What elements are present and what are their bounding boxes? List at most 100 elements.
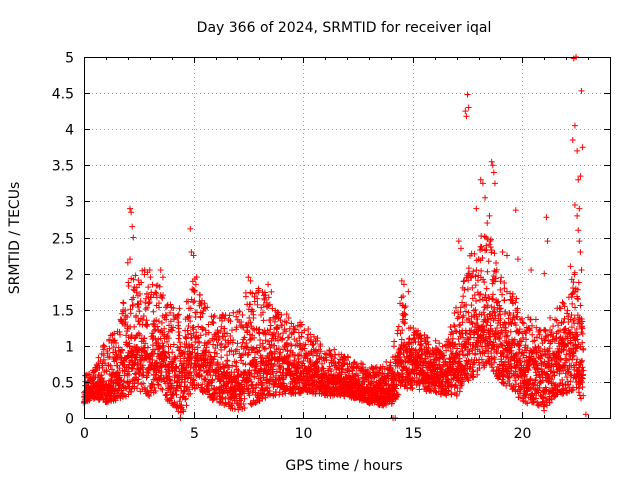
- data-point: [157, 343, 164, 350]
- data-point: [457, 245, 464, 252]
- data-point: [463, 330, 470, 337]
- data-point: [575, 227, 582, 234]
- data-point: [532, 316, 539, 323]
- data-point: [151, 384, 158, 391]
- data-point: [143, 317, 150, 324]
- data-point: [247, 301, 254, 308]
- data-point: [159, 386, 166, 393]
- data-point: [462, 108, 469, 115]
- x-tick-label: 15: [405, 426, 423, 442]
- data-point: [153, 359, 160, 366]
- data-point: [142, 306, 149, 313]
- data-point: [175, 319, 182, 326]
- data-point: [233, 366, 240, 373]
- data-point: [169, 349, 176, 356]
- data-point: [152, 388, 159, 395]
- data-point: [95, 354, 102, 361]
- data-point: [116, 365, 123, 372]
- data-point: [187, 390, 194, 397]
- data-point: [146, 298, 153, 305]
- data-point: [196, 292, 203, 299]
- data-point: [575, 279, 582, 286]
- data-point: [106, 345, 113, 352]
- data-point: [175, 335, 182, 342]
- data-point: [564, 307, 571, 314]
- data-point: [541, 270, 548, 277]
- data-point: [158, 319, 165, 326]
- data-point: [507, 328, 514, 335]
- data-point: [541, 407, 548, 414]
- data-point: [234, 340, 241, 347]
- data-point: [578, 266, 585, 273]
- data-point: [122, 312, 129, 319]
- data-point: [129, 223, 136, 230]
- data-point: [175, 328, 182, 335]
- data-point: [124, 328, 131, 335]
- data-point: [144, 304, 151, 311]
- data-point: [579, 144, 586, 151]
- data-point: [192, 281, 199, 288]
- data-point: [167, 343, 174, 350]
- data-point: [100, 352, 107, 359]
- data-point: [268, 288, 275, 295]
- data-point: [489, 162, 496, 169]
- data-point: [153, 290, 160, 297]
- data-point: [106, 353, 113, 360]
- data-point: [170, 341, 177, 348]
- y-tick-label: 4.5: [52, 87, 74, 103]
- data-point: [130, 234, 137, 241]
- data-point: [135, 369, 142, 376]
- data-point: [122, 319, 129, 326]
- data-point: [488, 158, 495, 165]
- data-point: [484, 268, 491, 275]
- data-point: [577, 302, 584, 309]
- data-point: [136, 321, 143, 328]
- data-point: [150, 328, 157, 335]
- data-point: [139, 372, 146, 379]
- y-tick-label: 0.5: [52, 376, 74, 392]
- data-point: [148, 362, 155, 369]
- data-point: [133, 284, 140, 291]
- data-point: [109, 366, 116, 373]
- data-point: [576, 205, 583, 212]
- y-tick-label: 1: [65, 340, 74, 356]
- data-point: [226, 312, 233, 319]
- data-point: [176, 398, 183, 405]
- data-point: [187, 225, 194, 232]
- data-point: [305, 326, 312, 333]
- y-tick-label: 3: [65, 195, 74, 211]
- data-point: [248, 323, 255, 330]
- data-point: [138, 279, 145, 286]
- data-point: [147, 274, 154, 281]
- data-point: [230, 309, 237, 316]
- data-point: [159, 295, 166, 302]
- data-point: [139, 362, 146, 369]
- data-point: [267, 322, 274, 329]
- data-point: [178, 350, 185, 357]
- data-point: [167, 301, 174, 308]
- data-point: [465, 104, 472, 111]
- data-point: [98, 372, 105, 379]
- data-point: [577, 248, 584, 255]
- data-point: [512, 207, 519, 214]
- data-point: [582, 411, 589, 418]
- data-point: [286, 334, 293, 341]
- data-point: [154, 323, 161, 330]
- data-point: [145, 391, 152, 398]
- data-point: [160, 292, 167, 299]
- data-point: [134, 380, 141, 387]
- x-tick-label: 20: [514, 426, 532, 442]
- data-point: [138, 357, 145, 364]
- data-point: [460, 278, 467, 285]
- data-point: [142, 340, 149, 347]
- data-point: [484, 220, 491, 227]
- data-point: [125, 334, 132, 341]
- data-point: [149, 356, 156, 363]
- y-tick-label: 2: [65, 268, 74, 284]
- data-point: [569, 137, 576, 144]
- data-point: [126, 371, 133, 378]
- data-point: [110, 344, 117, 351]
- data-point: [242, 289, 249, 296]
- data-point: [176, 339, 183, 346]
